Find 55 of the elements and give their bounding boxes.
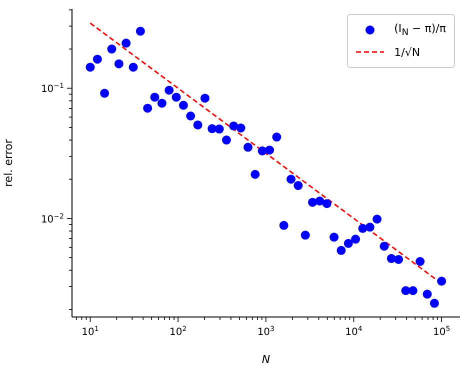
point: [200, 94, 210, 103]
point: [222, 136, 231, 145]
point: [344, 238, 353, 248]
x-tick-label: 10$^{3}$: [257, 325, 275, 338]
point: [150, 92, 160, 102]
legend-label: (I$_{N}$ − π)/π: [394, 22, 446, 38]
x-tick-label: 10$^{2}$: [169, 325, 187, 338]
point: [157, 98, 166, 108]
point: [143, 104, 152, 113]
point: [394, 254, 404, 264]
x-axis-title: N: [262, 353, 270, 366]
point: [250, 170, 260, 179]
point: [416, 256, 425, 266]
point: [265, 146, 274, 155]
point: [294, 181, 303, 190]
point: [186, 112, 196, 120]
point: [437, 276, 446, 286]
point: [92, 54, 102, 64]
point: [178, 100, 188, 110]
y-axis-title: rel. error: [2, 138, 15, 187]
point: [330, 232, 339, 242]
point: [193, 120, 202, 130]
x-tick-label: 10$^{1}$: [82, 325, 99, 338]
point: [336, 246, 346, 255]
point: [351, 234, 360, 244]
point: [322, 199, 332, 208]
y-tick-label: 10$^{−2}$: [40, 212, 64, 226]
point: [164, 86, 174, 95]
point: [315, 196, 324, 206]
point: [86, 62, 95, 72]
point: [279, 220, 288, 230]
point: [430, 298, 439, 308]
point: [172, 92, 181, 102]
point: [214, 124, 224, 134]
point: [229, 121, 238, 130]
point: [380, 242, 389, 251]
point: [272, 132, 282, 142]
point: [243, 142, 252, 152]
x-tick-label: 10$^{5}$: [432, 325, 450, 338]
y-tick-label: 10$^{−1}$: [40, 82, 64, 96]
point: [372, 214, 382, 224]
point: [107, 44, 116, 54]
point: [100, 88, 110, 98]
x-tick-label: 10$^{4}$: [345, 325, 363, 338]
legend-label: 1/√N: [394, 46, 420, 58]
point: [408, 286, 418, 296]
point: [300, 230, 310, 240]
point: [114, 59, 124, 68]
point: [122, 38, 131, 48]
point: [136, 26, 145, 36]
point: [365, 222, 374, 232]
point: [422, 290, 432, 299]
point: [286, 174, 296, 184]
point: [128, 62, 138, 72]
point: [236, 124, 246, 132]
